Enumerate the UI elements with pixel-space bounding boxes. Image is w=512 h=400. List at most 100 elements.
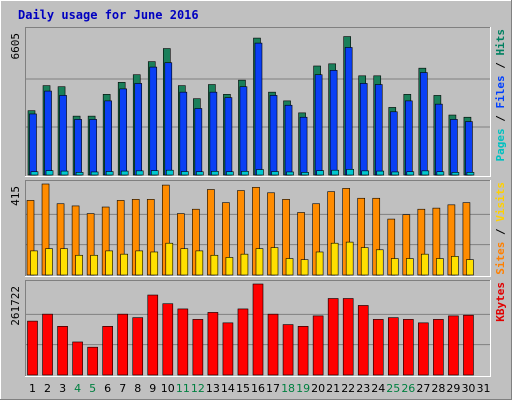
bar-hits-files-day-19 (299, 116, 308, 176)
day-label: 10 (161, 382, 175, 395)
bar-hits-pages-day-16 (256, 169, 264, 176)
day-label: 14 (221, 382, 235, 395)
bar-visits-sites-day-20 (315, 251, 324, 276)
day-label: 29 (446, 382, 460, 395)
panel-hits-legend-item: Files (494, 75, 507, 108)
bar-visits-sites-day-28 (436, 258, 444, 276)
bar-kbytes-kbytes-day-18 (282, 324, 294, 376)
bar-hits-pages-day-19 (301, 172, 309, 176)
bar-kbytes-kbytes-day-5 (87, 346, 98, 376)
bar-hits-pages-day-13 (211, 170, 219, 176)
bar-visits-sites-day-2 (45, 248, 53, 276)
bar-visits-sites-day-23 (360, 247, 369, 276)
bar-hits-files-day-25 (389, 111, 398, 176)
day-label: 7 (119, 382, 126, 395)
bar-kbytes-kbytes-day-14 (222, 322, 234, 376)
bar-hits-pages-day-11 (181, 171, 189, 176)
bar-hits-pages-day-25 (391, 171, 400, 176)
bar-hits-files-day-1 (29, 113, 37, 176)
day-label: 11 (176, 382, 190, 395)
panel-visits-legend-item: Visits (494, 182, 507, 222)
bar-hits-files-day-8 (134, 83, 143, 176)
bar-hits-files-day-11 (179, 91, 188, 176)
bar-visits-sites-day-18 (285, 258, 294, 276)
bar-kbytes-kbytes-day-15 (237, 308, 249, 376)
day-label: 15 (236, 382, 250, 395)
bar-visits-sites-day-30 (466, 259, 474, 276)
bar-kbytes-kbytes-day-29 (448, 315, 459, 376)
day-label: 2 (44, 382, 51, 395)
day-label: 1 (29, 382, 36, 395)
bar-hits-pages-day-3 (60, 170, 69, 176)
bar-visits-sites-day-10 (165, 242, 174, 276)
bar-visits-sites-day-4 (75, 254, 83, 276)
day-label: 4 (74, 382, 81, 395)
day-label: 13 (206, 382, 220, 395)
bar-hits-files-day-20 (314, 74, 323, 176)
panel-visits-ymax-label: 415 (9, 186, 22, 206)
bar-hits-files-day-10 (164, 62, 173, 176)
day-label: 21 (326, 382, 340, 395)
bar-hits-pages-day-26 (406, 171, 415, 176)
day-label: 18 (281, 382, 295, 395)
panel-hits: 6605 Pages / Files / Hits (9, 27, 507, 177)
bar-visits-sites-day-26 (406, 258, 414, 276)
bar-kbytes-kbytes-day-17 (267, 313, 279, 376)
bar-hits-pages-day-1 (30, 171, 39, 176)
bar-visits-sites-day-7 (120, 253, 128, 276)
day-label: 17 (266, 382, 280, 395)
panel-kbytes-legend-item: KBytes (494, 282, 507, 322)
bar-hits-pages-day-17 (271, 171, 279, 176)
bar-visits-sites-day-6 (105, 250, 113, 276)
bar-kbytes-kbytes-day-22 (342, 298, 354, 376)
panel-hits-ymax-label: 6605 (9, 33, 22, 60)
bar-hits-pages-day-18 (286, 171, 294, 176)
bar-hits-pages-day-5 (90, 171, 99, 176)
bar-visits-sites-day-24 (375, 249, 384, 276)
panel-hits-legend-item: Pages (494, 128, 507, 161)
bar-kbytes-kbytes-day-9 (147, 294, 159, 376)
panel-hits-legend-item: / (494, 56, 507, 76)
day-label: 22 (341, 382, 355, 395)
bar-hits-pages-day-27 (421, 170, 430, 176)
bar-hits-files-day-3 (59, 95, 67, 176)
bar-hits-pages-day-12 (196, 171, 204, 176)
bar-kbytes-kbytes-day-12 (192, 319, 204, 376)
bar-kbytes-kbytes-day-11 (177, 308, 189, 376)
bar-hits-files-day-18 (284, 104, 293, 176)
bar-kbytes-kbytes-day-10 (162, 303, 174, 376)
panel-visits-legend-item: Sites (494, 242, 507, 275)
bar-visits-sites-day-12 (195, 250, 204, 276)
bar-visits-sites-day-14 (225, 257, 234, 276)
bar-hits-pages-day-8 (135, 170, 144, 176)
bar-kbytes-kbytes-day-26 (403, 319, 414, 376)
bar-hits-files-day-22 (344, 47, 353, 176)
day-label: 24 (371, 382, 385, 395)
day-label: 3 (59, 382, 66, 395)
bar-hits-files-day-15 (239, 86, 248, 176)
panel-kbytes-side-legend: KBytes (494, 282, 507, 322)
bar-visits-sites-day-11 (180, 248, 189, 276)
bar-hits-files-day-17 (269, 95, 278, 176)
bar-hits-files-day-23 (359, 83, 368, 176)
bar-hits-pages-day-20 (316, 170, 324, 176)
bar-hits-pages-day-9 (150, 170, 159, 176)
day-label: 30 (461, 382, 475, 395)
bar-hits-pages-day-10 (165, 169, 174, 176)
bar-hits-files-day-21 (329, 70, 338, 176)
bar-visits-sites-day-27 (421, 253, 429, 276)
bar-visits-sites-day-8 (135, 250, 144, 276)
day-label: 27 (416, 382, 430, 395)
bar-visits-sites-day-17 (270, 247, 279, 276)
bar-kbytes-kbytes-day-27 (418, 322, 429, 376)
panel-visits-side-legend: Sites / Visits (494, 182, 507, 275)
day-label: 20 (311, 382, 325, 395)
bar-hits-pages-day-23 (361, 170, 370, 176)
bar-kbytes-kbytes-day-4 (72, 341, 83, 376)
bar-hits-files-day-28 (435, 103, 443, 176)
bar-hits-files-day-2 (44, 90, 52, 176)
bar-hits-files-day-16 (254, 42, 263, 176)
bar-visits-sites-day-29 (451, 256, 459, 276)
bar-hits-pages-day-24 (376, 170, 385, 176)
